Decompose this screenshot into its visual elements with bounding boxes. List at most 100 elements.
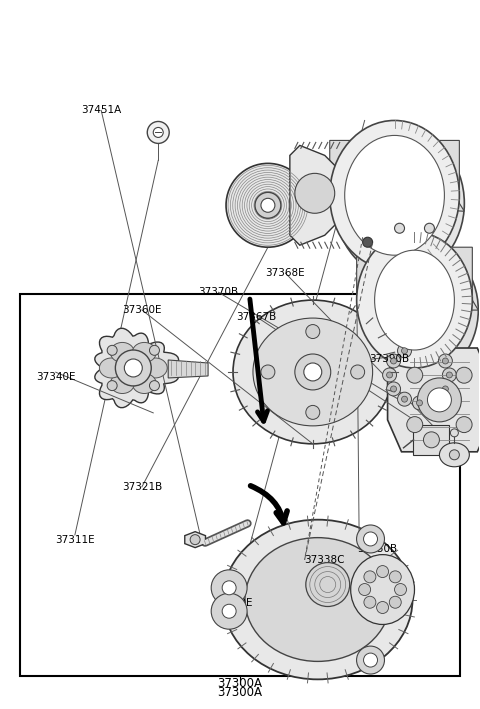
Circle shape [389,596,401,608]
Ellipse shape [357,233,472,368]
Circle shape [115,350,151,386]
Circle shape [364,596,376,608]
Circle shape [377,601,389,613]
Circle shape [377,566,389,578]
Circle shape [443,386,448,392]
Polygon shape [185,532,205,547]
Circle shape [456,367,472,383]
Circle shape [428,388,451,412]
Ellipse shape [132,342,156,362]
Polygon shape [330,140,464,211]
Circle shape [395,584,407,596]
Polygon shape [386,345,452,405]
Circle shape [261,365,275,379]
Polygon shape [95,328,179,408]
Polygon shape [387,348,480,452]
Circle shape [395,223,405,233]
Circle shape [357,646,384,674]
Circle shape [389,571,401,583]
Circle shape [383,368,396,382]
Text: 37367B: 37367B [237,312,277,322]
Ellipse shape [144,358,167,378]
Circle shape [351,365,365,379]
Circle shape [397,392,411,406]
Circle shape [386,354,400,368]
Ellipse shape [110,342,134,362]
Circle shape [364,571,376,583]
Circle shape [107,381,117,391]
Ellipse shape [99,358,123,378]
Circle shape [304,363,322,381]
Ellipse shape [345,135,444,255]
Ellipse shape [261,199,275,212]
Circle shape [456,417,472,432]
Circle shape [222,604,236,618]
Circle shape [147,121,169,143]
Circle shape [359,584,371,596]
Circle shape [211,570,247,605]
Circle shape [306,563,350,606]
Ellipse shape [132,374,156,393]
Text: 37451A: 37451A [81,106,121,116]
Circle shape [438,354,452,368]
Circle shape [295,174,335,213]
Circle shape [363,238,372,247]
Circle shape [418,378,461,422]
Text: 37300A: 37300A [217,677,263,690]
Text: 37360E: 37360E [122,305,162,315]
Circle shape [432,396,437,402]
Bar [20,294,460,676]
Circle shape [357,525,384,553]
Circle shape [363,532,377,546]
Circle shape [402,396,408,402]
Circle shape [412,396,426,410]
Bar [413,425,449,454]
Circle shape [438,382,452,396]
Ellipse shape [351,554,415,625]
Text: 37350B: 37350B [357,544,397,554]
Ellipse shape [439,443,469,467]
Text: 37311E: 37311E [55,535,95,545]
Polygon shape [290,145,340,245]
Circle shape [402,348,408,354]
Ellipse shape [223,520,412,679]
Ellipse shape [233,300,393,444]
Circle shape [124,359,142,377]
Circle shape [450,429,458,437]
Polygon shape [168,360,208,378]
Circle shape [417,400,422,406]
Ellipse shape [245,537,391,661]
Circle shape [423,432,439,448]
Circle shape [363,653,377,667]
Circle shape [428,392,442,406]
Circle shape [295,354,331,390]
Circle shape [211,593,247,629]
Ellipse shape [226,163,310,247]
Circle shape [443,368,456,382]
Circle shape [391,386,396,392]
Ellipse shape [374,250,455,350]
Polygon shape [357,247,478,310]
Text: 37340E: 37340E [36,372,75,382]
Text: 37330E: 37330E [213,598,252,608]
Ellipse shape [255,192,281,218]
Circle shape [222,581,236,595]
Text: 37300A: 37300A [217,686,263,699]
Circle shape [149,381,159,391]
Circle shape [153,128,163,138]
Text: 37321B: 37321B [122,482,162,492]
Ellipse shape [363,242,478,378]
Ellipse shape [330,121,459,270]
Circle shape [407,367,423,383]
Ellipse shape [335,128,464,278]
Circle shape [424,223,434,233]
Text: 37370B: 37370B [198,287,239,297]
Circle shape [306,325,320,338]
Circle shape [107,345,117,355]
Circle shape [306,406,320,419]
Circle shape [407,417,423,432]
Ellipse shape [253,318,372,426]
Circle shape [190,535,200,545]
Circle shape [446,372,452,378]
Ellipse shape [110,374,134,393]
